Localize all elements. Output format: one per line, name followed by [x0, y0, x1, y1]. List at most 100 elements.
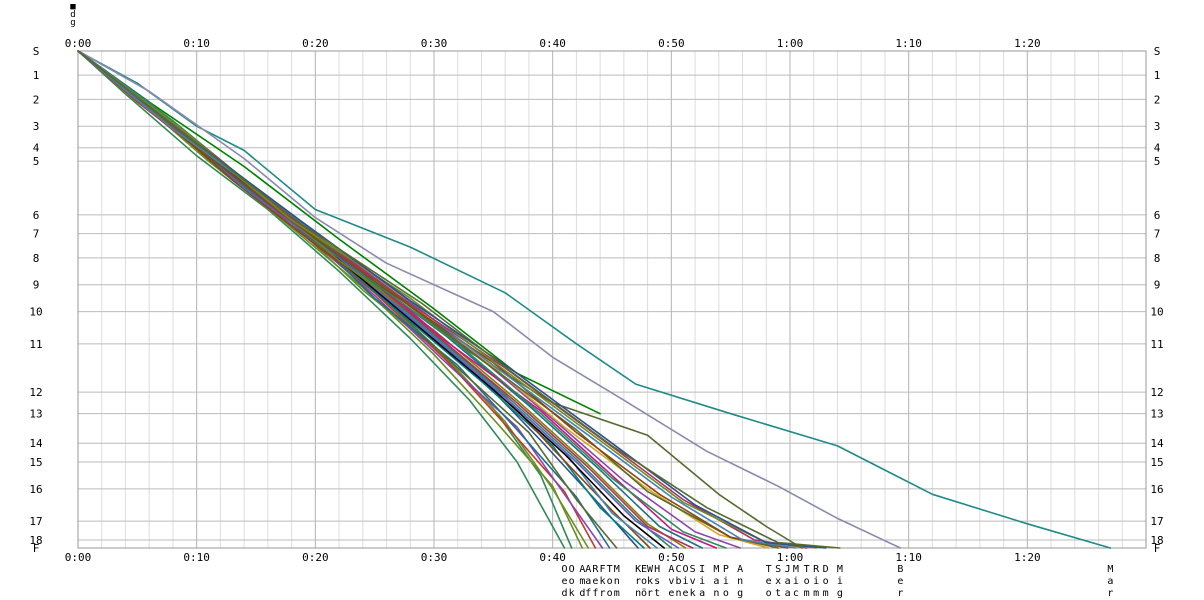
finish-name-char: r — [1107, 588, 1113, 599]
finish-name-5: Ref — [592, 564, 599, 599]
finish-name-30: Mar — [1107, 564, 1113, 599]
finish-name-10: Eoö — [641, 564, 647, 599]
series-lines — [77, 50, 1112, 549]
y-tick-label-left: 6 — [33, 209, 40, 222]
x-tick-label-top: 0:40 — [539, 37, 566, 50]
finish-name-char: o — [766, 588, 772, 599]
finish-name-char: K — [635, 564, 641, 575]
finish-name-char: A — [668, 564, 674, 575]
finish-name-6: Fkr — [599, 564, 605, 599]
finish-name-char: i — [813, 576, 819, 587]
y-tick-label-left: 12 — [29, 386, 42, 399]
finish-name-char: e — [683, 588, 689, 599]
y-tick-label-right: 7 — [1154, 228, 1161, 241]
finish-name-12: Hst — [654, 564, 660, 599]
y-tick-label-left: 17 — [29, 515, 42, 528]
finish-name-20: Ang — [737, 564, 743, 599]
finish-name-char: n — [737, 576, 743, 587]
y-tick-label-left: 16 — [29, 483, 42, 496]
finish-name-char: g — [837, 588, 843, 599]
corner-label: ■dg — [70, 2, 76, 28]
finish-name-char: k — [569, 588, 575, 599]
x-tick-label-top: 1:10 — [895, 37, 922, 50]
y-tick-label-left: 9 — [33, 279, 40, 292]
y-tick-label-right: 15 — [1150, 456, 1163, 469]
finish-name-22: Sxt — [775, 564, 781, 599]
x-tick-label-top: 1:20 — [1014, 37, 1041, 50]
plot-frame — [77, 50, 1147, 549]
finish-name-char: a — [713, 576, 719, 587]
finish-name-char: a — [699, 588, 705, 599]
finish-name-char: r — [647, 588, 653, 599]
finish-name-char: c — [793, 588, 799, 599]
finish-name-21: Teo — [766, 564, 772, 599]
y-tick-label-right: 3 — [1154, 120, 1161, 133]
finish-name-char: m — [823, 588, 829, 599]
finish-name-char: m — [804, 588, 810, 599]
finish-name-char: M — [713, 564, 719, 575]
finish-name-char: t — [654, 588, 660, 599]
finish-name-char: f — [585, 588, 591, 599]
finish-name-7: Too — [607, 564, 613, 599]
finish-name-char: m — [579, 576, 585, 587]
finish-name-char: i — [683, 576, 689, 587]
finish-name-19: Pio — [723, 564, 729, 599]
axes: 0:00 0:00 0:10 0:10 0:20 0:20 0:30 0:30 0:40 0:40… — [29, 37, 1164, 564]
finish-name-char: d — [579, 588, 585, 599]
series-line-5 — [77, 50, 566, 549]
finish-name-26: Rim — [813, 564, 820, 599]
finish-name-char: B — [897, 564, 903, 575]
finish-name-char: M — [793, 564, 799, 575]
finish-name-char: R — [592, 564, 599, 575]
finish-name-1: Oed — [562, 564, 568, 599]
finish-name-char: M — [614, 564, 620, 575]
y-tick-label-left: 10 — [29, 306, 42, 319]
finish-name-char: R — [813, 564, 820, 575]
finish-name-char: a — [585, 576, 591, 587]
finish-name-char: ö — [641, 588, 647, 599]
finish-name-char: S — [690, 564, 696, 575]
finish-name-char: m — [614, 588, 620, 599]
finish-name-char: S — [775, 564, 781, 575]
finish-name-23: Jaa — [785, 564, 791, 599]
finish-name-16: Svk — [690, 564, 696, 599]
finish-name-char: f — [592, 588, 598, 599]
finish-name-char: n — [635, 588, 641, 599]
y-tick-label-left: 15 — [29, 456, 42, 469]
finish-name-char: I — [699, 564, 705, 575]
finish-name-char: o — [823, 576, 829, 587]
series-line-9 — [77, 50, 597, 549]
finish-name-char: E — [641, 564, 647, 575]
y-tick-label-left: 8 — [33, 252, 40, 265]
finish-name-15: Oie — [683, 564, 689, 599]
finish-name-char: a — [785, 588, 791, 599]
finish-name-14: Cbn — [675, 564, 681, 599]
finish-name-28: Mig — [837, 564, 843, 599]
y-tick-label-right: 13 — [1150, 408, 1163, 421]
y-tick-label-right: 10 — [1150, 306, 1163, 319]
finish-name-char: o — [607, 588, 613, 599]
finish-name-2: Ook — [569, 564, 575, 599]
x-tick-label-top: 0:00 — [65, 37, 92, 50]
finish-name-char: A — [585, 564, 591, 575]
x-tick-label-bottom: 1:10 — [895, 551, 922, 564]
finish-name-25: Tom — [804, 564, 810, 599]
y-tick-label-right: 18 — [1150, 534, 1163, 547]
x-tick-label-bottom: 0:40 — [539, 551, 566, 564]
y-tick-label-left: 2 — [33, 93, 40, 106]
finish-name-11: Wkr — [647, 564, 654, 599]
finish-name-char: e — [766, 576, 772, 587]
x-tick-label-bottom: 0:50 — [658, 551, 685, 564]
x-tick-label-bottom: 0:20 — [302, 551, 329, 564]
y-tick-label-left: 1 — [33, 69, 40, 82]
series-line-2 — [77, 50, 902, 549]
finish-name-char: o — [607, 576, 613, 587]
y-tick-label-right: 16 — [1150, 483, 1163, 496]
finish-name-char: b — [675, 576, 681, 587]
y-tick-label-right: 1 — [1154, 69, 1161, 82]
y-tick-label-left: 7 — [33, 228, 40, 241]
finish-name-char: T — [766, 564, 772, 575]
finish-name-27: Dom — [823, 564, 829, 599]
finish-name-char: o — [569, 576, 575, 587]
